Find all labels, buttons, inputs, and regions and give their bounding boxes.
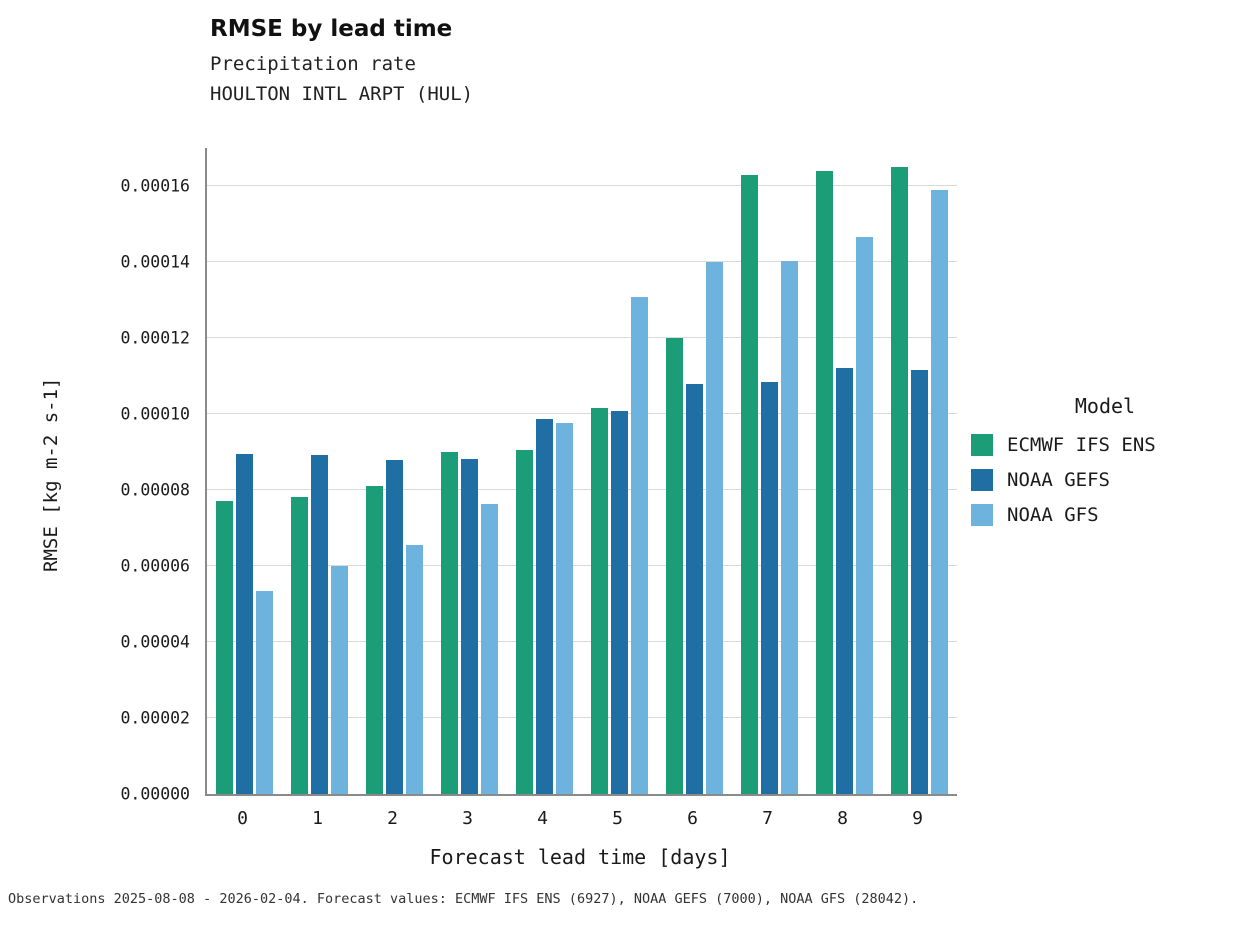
bar-noaa-gfs-day-4 [556,422,573,794]
bar-ecmwf-ifs-ens-day-9 [891,167,908,794]
x-axis-tick-label-4: 4 [537,808,548,829]
bar-ecmwf-ifs-ens-day-6 [666,338,683,794]
bar-ecmwf-ifs-ens-day-3 [441,451,458,794]
x-axis-tick-label-9: 9 [912,808,923,829]
bar-noaa-gefs-day-8 [836,368,853,794]
x-axis-tick-label-3: 3 [462,808,473,829]
x-axis-tick-label-8: 8 [837,808,848,829]
gridline-0.00006 [207,565,957,566]
bar-noaa-gefs-day-2 [386,459,403,794]
bar-ecmwf-ifs-ens-day-8 [816,170,833,794]
legend-items: ECMWF IFS ENS NOAA GEFS NOAA GFS [965,434,1245,526]
y-axis-tick-label-0.00014: 0.00014 [120,252,190,272]
bar-group-day-1 [282,148,357,794]
chart-title: RMSE by lead time [210,16,453,42]
legend-item-ecmwf-ifs-ens: ECMWF IFS ENS [965,434,1245,456]
gridline-0.00008 [207,489,957,490]
bar-group-day-3 [432,148,507,794]
bar-group-day-6 [657,148,732,794]
x-axis-tick-label-6: 6 [687,808,698,829]
bar-group-day-0 [207,148,282,794]
y-axis-title: RMSE [kg m-2 s-1] [40,377,62,573]
chart-subtitle: Precipitation rate [210,53,416,75]
legend-title: Model [1074,394,1136,418]
bar-ecmwf-ifs-ens-day-4 [516,450,533,794]
y-axis-tick-label-0.00012: 0.00012 [120,328,190,348]
y-axis-tick-label-0.00008: 0.00008 [120,480,190,500]
bar-noaa-gefs-day-4 [536,418,553,794]
y-axis-tick-label-0.00010: 0.00010 [120,404,190,424]
legend-label-ecmwf-ifs-ens: ECMWF IFS ENS [1007,434,1156,456]
legend-label-noaa-gfs: NOAA GFS [1007,504,1099,526]
bar-group-day-4 [507,148,582,794]
legend-item-noaa-gefs: NOAA GEFS [965,469,1245,491]
legend-item-noaa-gfs: NOAA GFS [965,504,1245,526]
bar-noaa-gefs-day-1 [311,454,328,794]
bar-group-day-8 [807,148,882,794]
legend-swatch-noaa-gfs [971,504,993,526]
bar-noaa-gfs-day-0 [256,591,273,794]
bars-container [207,148,957,794]
legend-label-noaa-gefs: NOAA GEFS [1007,469,1110,491]
bar-group-day-2 [357,148,432,794]
bar-noaa-gfs-day-1 [331,566,348,794]
gridline-0.00016 [207,185,957,186]
bar-noaa-gefs-day-3 [461,458,478,794]
bar-ecmwf-ifs-ens-day-7 [741,174,758,794]
y-axis-tick-label-0.00016: 0.00016 [120,176,190,196]
legend-swatch-ecmwf-ifs-ens [971,434,993,456]
bar-noaa-gfs-day-3 [481,504,498,794]
bar-noaa-gefs-day-9 [911,369,928,794]
bar-ecmwf-ifs-ens-day-2 [366,486,383,794]
footer-observations-note: Observations 2025-08-08 - 2026-02-04. Fo… [8,891,919,907]
bar-noaa-gefs-day-0 [236,453,253,794]
gridline-0.00012 [207,337,957,338]
x-axis-tick-label-0: 0 [237,808,248,829]
y-axis-tick-label-0.00006: 0.00006 [120,556,190,576]
bar-ecmwf-ifs-ens-day-1 [291,496,308,794]
bar-group-day-9 [882,148,957,794]
bar-group-day-5 [582,148,657,794]
y-axis-tick-label-0.00000: 0.00000 [120,784,190,804]
bar-noaa-gfs-day-5 [631,297,648,794]
gridline-0.00014 [207,261,957,262]
bar-noaa-gfs-day-7 [781,260,798,794]
x-axis-tick-label-2: 2 [387,808,398,829]
plot-area [205,148,957,796]
bar-ecmwf-ifs-ens-day-0 [216,501,233,794]
bar-group-day-7 [732,148,807,794]
chart-station-label: HOULTON INTL ARPT (HUL) [210,83,474,105]
x-axis-tick-label-7: 7 [762,808,773,829]
gridline-0.00004 [207,641,957,642]
x-axis-tick-label-5: 5 [612,808,623,829]
y-axis-tick-label-0.00002: 0.00002 [120,708,190,728]
x-axis-title: Forecast lead time [days] [429,845,731,869]
legend-swatch-noaa-gefs [971,469,993,491]
bar-noaa-gefs-day-7 [761,381,778,794]
bar-noaa-gfs-day-6 [706,262,723,794]
bar-noaa-gfs-day-2 [406,545,423,794]
bar-noaa-gfs-day-8 [856,236,873,794]
legend: Model ECMWF IFS ENS NOAA GEFS NOAA GFS [965,394,1245,539]
bar-noaa-gefs-day-5 [611,410,628,794]
y-axis-tick-label-0.00004: 0.00004 [120,632,190,652]
gridline-0.00002 [207,717,957,718]
bar-ecmwf-ifs-ens-day-5 [591,408,608,794]
bar-noaa-gefs-day-6 [686,384,703,794]
bar-noaa-gfs-day-9 [931,189,948,794]
gridline-0.00010 [207,413,957,414]
x-axis-tick-label-1: 1 [312,808,323,829]
